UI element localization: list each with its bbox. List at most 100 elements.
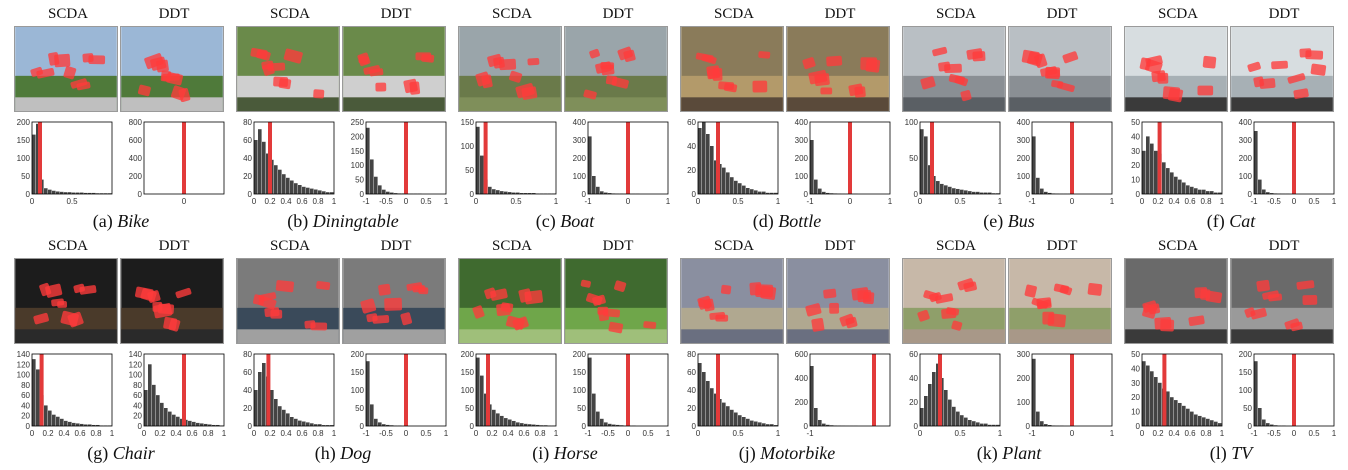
- y-tick-label: 50: [21, 172, 30, 181]
- x-tick-label: -0.5: [1267, 429, 1281, 438]
- y-tick-label: 200: [795, 154, 809, 163]
- histogram-bar: [1186, 408, 1190, 426]
- caption-letter: (b): [287, 211, 313, 231]
- y-tick-label: 50: [909, 154, 918, 163]
- histogram-bar: [826, 424, 830, 426]
- histogram-bar: [1048, 192, 1052, 194]
- histogram-bar: [920, 129, 924, 194]
- histogram-bar: [952, 188, 956, 194]
- y-tick-label: 100: [1017, 172, 1031, 181]
- method-label-ddt: DDT: [824, 238, 856, 254]
- y-tick-label: 50: [577, 404, 586, 413]
- scda-histogram: 0 50 100 150 200 0 0.2 0.4 0.6 0.8 1: [461, 350, 559, 438]
- histogram-bar: [960, 189, 964, 194]
- scda-heatmap-image: [680, 258, 784, 344]
- histogram-bar: [326, 425, 330, 426]
- x-tick-label: 0: [848, 197, 853, 206]
- x-tick-label: 0.8: [1200, 429, 1212, 438]
- y-tick-label: 100: [1017, 398, 1031, 407]
- x-tick-label: 0: [626, 429, 631, 438]
- caption-letter: (e): [983, 211, 1008, 231]
- histogram-bar: [1182, 405, 1186, 426]
- ddt-histogram: 0 50 100 150 200 -1 -0.5 0 0.5 1: [351, 350, 449, 438]
- x-tick-label: -0.5: [601, 429, 615, 438]
- y-tick-label: 50: [355, 176, 364, 185]
- histogram-bar: [822, 423, 826, 426]
- axes-frame: [365, 121, 447, 195]
- x-tick-label: 0.2: [1152, 197, 1164, 206]
- histogram-bar: [56, 416, 60, 426]
- histogram-bar: [924, 396, 928, 426]
- x-tick-label: 1: [888, 197, 893, 206]
- method-label-scda: SCDA: [269, 6, 310, 22]
- y-tick-label: 200: [1017, 154, 1031, 163]
- histogram-bar: [1258, 408, 1262, 426]
- scda-heatmap-image: [1124, 258, 1228, 344]
- threshold-marker: [938, 354, 942, 426]
- histogram-bar: [924, 136, 928, 194]
- y-tick-label: 300: [1239, 136, 1253, 145]
- x-tick-label: -1: [362, 429, 370, 438]
- histogram-bar: [290, 180, 294, 194]
- histogram-bar: [528, 424, 532, 426]
- y-tick-label: 50: [465, 404, 474, 413]
- histogram-bar: [588, 357, 592, 426]
- histogram-bar: [382, 189, 386, 194]
- histogram-bar: [524, 193, 528, 194]
- histogram-bar: [730, 409, 734, 426]
- x-tick-label: -0.5: [379, 197, 393, 206]
- histogram-bar: [1270, 424, 1274, 426]
- x-tick-label: 0: [626, 197, 631, 206]
- scda-heatmap-image: [236, 258, 340, 344]
- histogram-bar: [500, 415, 504, 426]
- y-tick-label: 60: [687, 118, 696, 127]
- histogram-bar: [204, 423, 208, 426]
- histogram-bar: [76, 192, 80, 194]
- x-tick-label: 0.2: [154, 429, 166, 438]
- x-tick-label: 0.2: [264, 429, 276, 438]
- y-tick-label: 400: [1239, 118, 1253, 127]
- histogram-bar: [1218, 423, 1222, 426]
- y-tick-label: 0: [470, 190, 475, 199]
- histogram-bar: [152, 384, 156, 426]
- y-tick-label: 10: [1131, 408, 1140, 417]
- histogram-bar: [1218, 192, 1222, 194]
- y-tick-label: 100: [573, 386, 587, 395]
- threshold-marker: [1292, 354, 1296, 426]
- y-tick-label: 150: [461, 368, 475, 377]
- histogram-bar: [330, 425, 334, 426]
- histogram-bar: [536, 424, 540, 426]
- x-tick-label: 0: [404, 197, 409, 206]
- histogram-bar: [254, 140, 258, 194]
- histogram-bar: [702, 372, 706, 426]
- x-tick-label: 0.6: [186, 429, 198, 438]
- y-tick-label: 200: [461, 350, 475, 359]
- scda-histogram: 0 10 20 30 40 50 0 0.2 0.4 0.6 0.8 1: [1128, 350, 1225, 438]
- histogram-bar: [84, 192, 88, 194]
- y-tick-label: 80: [243, 118, 252, 127]
- axes-frame: [475, 121, 557, 195]
- histogram-bar: [64, 420, 68, 426]
- histogram-bar: [706, 134, 710, 194]
- method-label-scda: SCDA: [47, 6, 88, 22]
- y-tick-label: 0: [914, 190, 919, 199]
- y-tick-label: 0: [1248, 190, 1253, 199]
- method-label-scda: SCDA: [935, 6, 976, 22]
- y-tick-label: 100: [573, 172, 587, 181]
- x-tick-label: 1: [666, 429, 671, 438]
- histogram-bar: [504, 191, 508, 194]
- ddt-histogram: 0 50 100 150 200 -1 -0.5 0 0.5 1: [573, 350, 671, 438]
- histogram-bar: [164, 408, 168, 426]
- histogram-bar: [156, 395, 160, 426]
- x-tick-label: 0.5: [954, 429, 966, 438]
- y-tick-label: 50: [355, 404, 364, 413]
- histogram-bar: [738, 415, 742, 426]
- histogram-bar: [378, 422, 382, 426]
- histogram-bar: [770, 424, 774, 426]
- x-tick-label: 0: [252, 429, 257, 438]
- axes-frame: [253, 121, 335, 195]
- histogram-bar: [322, 425, 326, 426]
- caption-letter: (j): [738, 443, 761, 463]
- x-tick-label: 1: [554, 429, 559, 438]
- panel-caption: (j) Motorbike: [678, 443, 896, 464]
